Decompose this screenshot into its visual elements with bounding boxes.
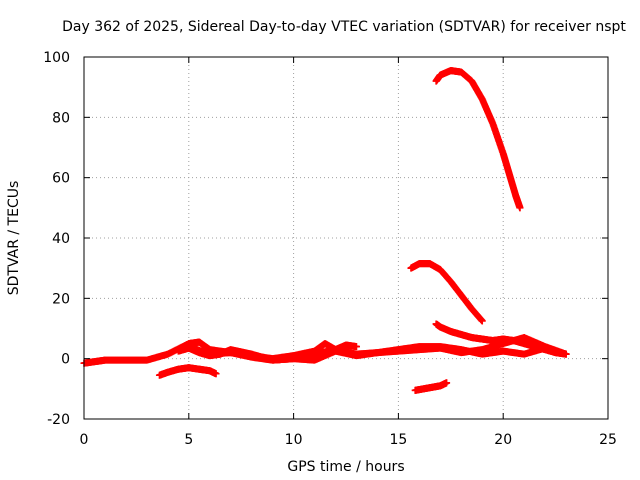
data-points bbox=[80, 67, 570, 394]
y-tick-label: 60 bbox=[52, 171, 70, 187]
data-point bbox=[516, 204, 524, 212]
chart-title: Day 362 of 2025, Sidereal Day-to-day VTE… bbox=[62, 19, 626, 35]
x-tick-label: 10 bbox=[285, 432, 303, 448]
series-arc-8 bbox=[432, 320, 570, 358]
data-point bbox=[443, 379, 451, 387]
series-arc-5 bbox=[411, 379, 451, 394]
x-tick-label: 0 bbox=[80, 432, 89, 448]
y-tick-label: -20 bbox=[47, 412, 70, 428]
data-point bbox=[212, 370, 220, 378]
series-arc-7 bbox=[407, 260, 486, 325]
x-tick-label: 25 bbox=[599, 432, 617, 448]
series-arc-3 bbox=[185, 340, 360, 363]
data-point bbox=[352, 343, 360, 351]
y-tick-label: 100 bbox=[43, 50, 70, 66]
y-tick-label: 20 bbox=[52, 291, 70, 307]
x-tick-labels: 0 5 10 15 20 25 bbox=[80, 432, 617, 448]
x-tick-label: 20 bbox=[494, 432, 512, 448]
series-arc-4 bbox=[155, 364, 220, 379]
y-tick-label: 40 bbox=[52, 231, 70, 247]
x-tick-label: 5 bbox=[184, 432, 193, 448]
data-point bbox=[562, 350, 570, 358]
plot-frame bbox=[83, 56, 609, 420]
axis-ticks bbox=[83, 56, 609, 420]
series-arc-6 bbox=[432, 67, 524, 212]
data-point bbox=[478, 317, 486, 325]
x-tick-label: 15 bbox=[389, 432, 407, 448]
y-axis-title: SDTVAR / TECUs bbox=[6, 181, 22, 296]
grid-lines bbox=[84, 57, 608, 419]
x-axis-title: GPS time / hours bbox=[287, 459, 404, 475]
y-tick-labels: -20 0 20 40 60 80 100 bbox=[43, 50, 70, 428]
y-tick-label: 80 bbox=[52, 110, 70, 126]
y-tick-label: 0 bbox=[61, 352, 70, 368]
